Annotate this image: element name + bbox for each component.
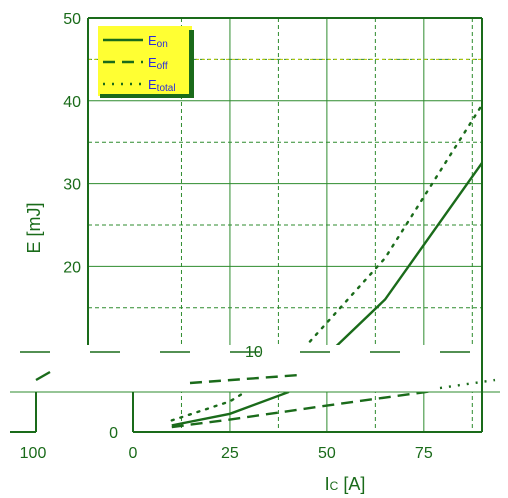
x-tick-label: 50 — [318, 445, 336, 462]
legend-shadow — [189, 30, 194, 98]
y-axis-title: E [mJ] — [24, 202, 44, 253]
overlap-artifact-band: 10 — [0, 344, 508, 393]
y-tick-label: 20 — [63, 259, 81, 276]
x-axis-title: IC [A] — [325, 474, 366, 494]
legend-label-eon: Eon — [148, 33, 168, 50]
y-tick-label: 40 — [63, 94, 81, 111]
y-tick-label: 30 — [63, 177, 81, 194]
x-tick-label: 75 — [415, 445, 433, 462]
legend-label-etotal: Etotal — [148, 77, 176, 94]
y-tick-label: 50 — [63, 11, 81, 28]
x-tick-label: 25 — [221, 445, 239, 462]
legend-label-eoff: Eoff — [148, 55, 168, 72]
legend: Eon Eoff Etotal — [98, 26, 194, 98]
artifact-white-band — [0, 345, 508, 392]
axis-layer: 20 30 40 50 00 25 50 75 100 E [mJ] IC [A] — [10, 11, 483, 494]
artifact-dotted-fragment — [439, 378, 496, 390]
artifact-label-fragment: 10 — [245, 344, 263, 361]
stray-x-tick-label: 100 — [20, 445, 47, 462]
x-tick-label: 0 — [129, 445, 138, 462]
artifact-solid-fragment — [35, 370, 51, 382]
legend-shadow — [100, 94, 194, 98]
y-tick-label: 0 — [109, 425, 118, 442]
series-line-etotal — [170, 103, 484, 422]
